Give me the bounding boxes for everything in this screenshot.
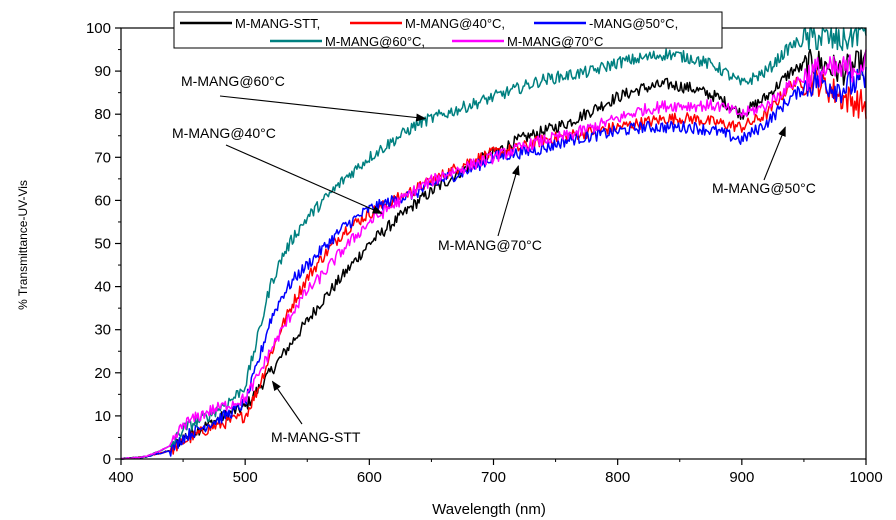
- y-tick-label: 50: [94, 236, 111, 253]
- legend-label-m-mang-40-c: M-MANG@40°C,: [405, 16, 505, 31]
- y-tick-label: 60: [94, 192, 111, 209]
- legend-label-m-mang-50-c: -MANG@50°C,: [589, 16, 678, 31]
- annotation-label-m-mang-60-c: M-MANG@60°C: [181, 73, 285, 89]
- legend-label-m-mang-60-c: M-MANG@60°C,: [325, 34, 425, 49]
- annotation-arrow-m-mang-70-c: [497, 164, 520, 237]
- x-tick-label: 500: [233, 469, 258, 486]
- annotation-arrow-m-mang-40-c: [225, 144, 383, 214]
- y-axis-title: % Transmittance-UV-Vis: [16, 180, 30, 310]
- x-axis-title: Wavelength (nm): [432, 501, 546, 518]
- annotation-layer: M-MANG@60°C M-MANG@40°C M-MANG@70°C M-MANG@…: [172, 73, 816, 445]
- y-tick-label: 20: [94, 365, 111, 382]
- y-tick-label: 40: [94, 279, 111, 296]
- legend: M-MANG-STT, M-MANG@40°C, -MANG@50°C, M-MANG…: [173, 11, 723, 49]
- y-tick-label: 100: [86, 20, 111, 37]
- legend-box: [173, 11, 723, 49]
- annotation-arrow-m-mang-60-c: [219, 95, 427, 122]
- x-tick-label: 800: [605, 469, 630, 486]
- annotation-label-m-mang-stt: M-MANG-STT: [271, 429, 361, 445]
- annotation-label-m-mang-50-c: M-MANG@50°C: [712, 180, 816, 196]
- x-tick-label: 600: [357, 469, 382, 486]
- y-tick-label: 80: [94, 106, 111, 123]
- x-tick-label: 900: [729, 469, 754, 486]
- x-tick-label: 400: [108, 469, 133, 486]
- y-tick-label: 10: [94, 408, 111, 425]
- series-layer: [120, 27, 867, 460]
- x-tick-label: 1000: [849, 469, 882, 486]
- annotation-arrow-m-mang-50-c: [763, 126, 786, 181]
- y-tick-label: 30: [94, 322, 111, 339]
- series-line-m-mang-70-c: [120, 49, 867, 460]
- annotation-arrow-m-mang-stt: [271, 380, 303, 425]
- legend-label-m-mang-stt: M-MANG-STT,: [235, 16, 320, 31]
- series-line-m-mang-40-c: [120, 66, 867, 460]
- annotation-label-m-mang-40-c: M-MANG@40°C: [172, 125, 276, 141]
- y-tick-label: 70: [94, 149, 111, 166]
- annotation-label-m-mang-70-c: M-MANG@70°C: [438, 237, 542, 253]
- x-tick-label: 700: [481, 469, 506, 486]
- axes-layer: 400 500 600 700 800 900 1000 0 10 20 30 40 50 60 70 80 9…: [86, 20, 883, 486]
- series-line-m-mang-60-c: [120, 27, 867, 460]
- legend-label-m-mang-70-c: M-MANG@70°C: [507, 34, 603, 49]
- y-tick-label: 0: [103, 451, 111, 468]
- y-tick-label: 90: [94, 63, 111, 80]
